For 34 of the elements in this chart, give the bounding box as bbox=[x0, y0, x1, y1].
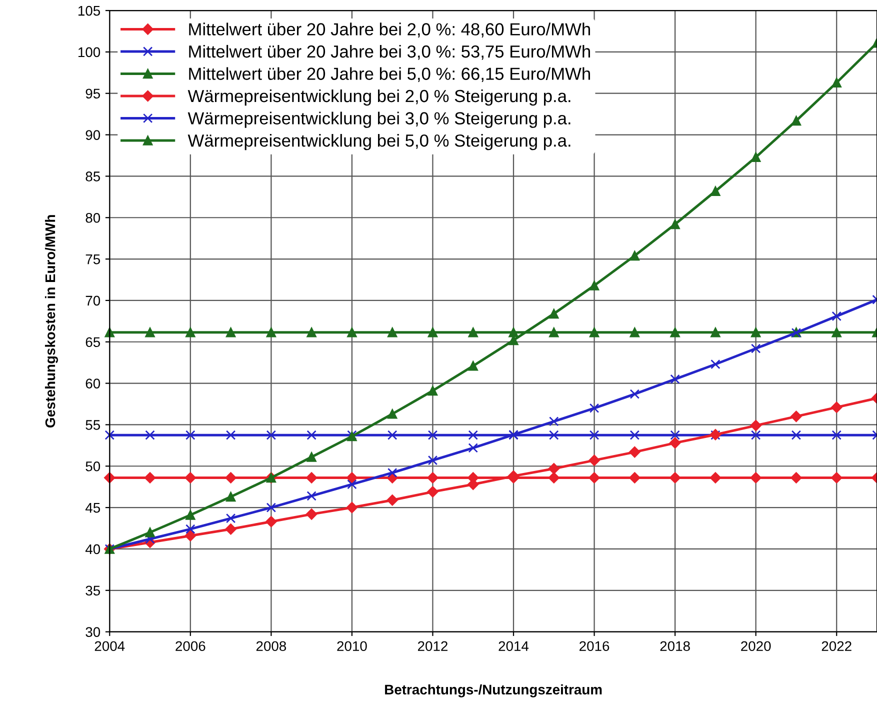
y-tick-label: 70 bbox=[86, 296, 100, 306]
legend-label: Wärmepreisentwicklung bei 5,0 % Steigerung p.a. bbox=[188, 134, 570, 150]
legend-label: Mittelwert über 20 Jahre bei 3,0 %: 53,75 Euro/MWh bbox=[189, 44, 590, 60]
x-tick-label: 2014 bbox=[498, 641, 529, 652]
x-tick-label: 2022 bbox=[822, 641, 852, 652]
y-tick-label: 55 bbox=[86, 420, 100, 430]
y-tick-label: 90 bbox=[86, 130, 100, 140]
y-axis-title: Gestehungskosten in Euro/MWh bbox=[44, 215, 58, 428]
x-tick-label: 2006 bbox=[176, 641, 206, 652]
x-tick-label: 2010 bbox=[337, 641, 367, 652]
y-tick-label: 80 bbox=[86, 212, 100, 223]
y-tick-label: 40 bbox=[85, 544, 100, 554]
legend-label: Wärmepreisentwicklung bei 3,0 % Steigerung p.a. bbox=[188, 112, 570, 128]
y-tick-label: 65 bbox=[86, 337, 100, 348]
legend-label: Wärmepreisentwicklung bei 2,0 % Steigerung p.a. bbox=[188, 89, 570, 106]
x-tick-label: 2012 bbox=[418, 641, 448, 652]
y-tick-label: 75 bbox=[86, 254, 100, 264]
y-tick-label: 50 bbox=[86, 461, 100, 472]
x-tick-label: 2020 bbox=[741, 641, 771, 652]
x-tick-label: 2004 bbox=[94, 641, 125, 652]
legend-label: Mittelwert über 20 Jahre bei 5,0 %: 66,15 Euro/MWh bbox=[189, 67, 590, 82]
y-tick-label: 105 bbox=[78, 6, 100, 16]
x-tick-label: 2008 bbox=[256, 641, 286, 652]
y-tick-label: 35 bbox=[86, 586, 100, 596]
y-tick-label: 60 bbox=[86, 378, 100, 388]
y-tick-label: 85 bbox=[86, 172, 100, 182]
y-tick-label: 100 bbox=[78, 47, 100, 58]
x-axis-title: Betrachtungs-/Nutzungszeitraum bbox=[385, 684, 602, 698]
y-tick-label: 45 bbox=[85, 503, 100, 513]
x-tick-label: 2018 bbox=[660, 641, 690, 652]
legend-label: Mittelwert über 20 Jahre bei 2,0 %: 48,60 Euro/MWh bbox=[189, 22, 590, 38]
y-tick-label: 95 bbox=[86, 88, 100, 99]
x-tick-label: 2016 bbox=[580, 641, 610, 652]
y-tick-label: 30 bbox=[86, 627, 100, 637]
